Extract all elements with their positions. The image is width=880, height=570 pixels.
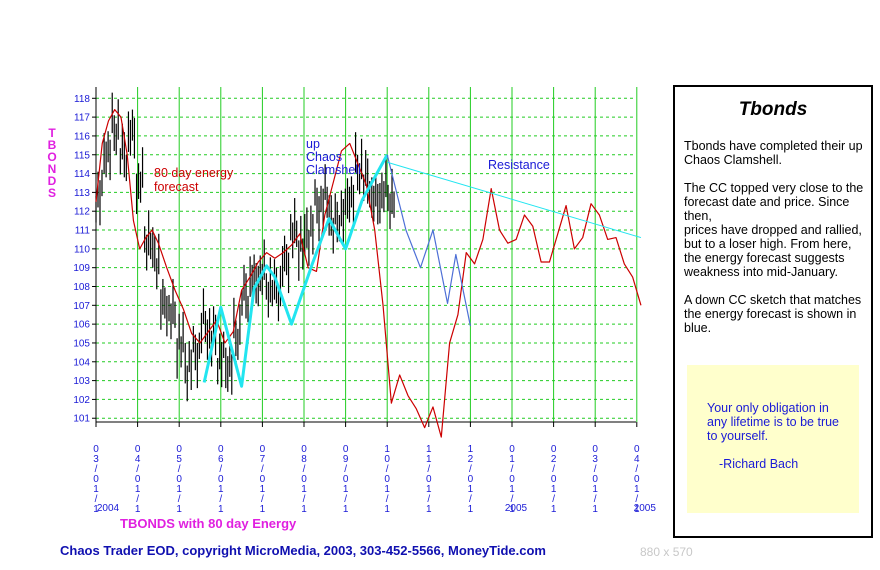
- y-tick-label: 115: [74, 150, 90, 161]
- year-label: 2005: [634, 503, 657, 514]
- x-tick-label: 0 7/0 1/1: [260, 444, 266, 515]
- y-tick-label: 116: [74, 131, 90, 142]
- energy-forecast-label: 80 day energy forecast: [154, 166, 234, 194]
- x-tick-label: 1 2/0 1/1: [468, 444, 474, 515]
- y-tick-label: 106: [73, 320, 90, 331]
- series-down-cc-sketch: [386, 154, 471, 327]
- y-tick-label: 105: [73, 338, 90, 349]
- x-tick-label: 0 9/0 1/1: [343, 444, 349, 515]
- series-resistance: [387, 161, 642, 239]
- y-tick-label: 103: [73, 376, 90, 387]
- y-tick-label: 110: [74, 244, 90, 255]
- footer-credit: Chaos Trader EOD, copyright MicroMedia, …: [60, 543, 546, 558]
- y-tick-label: 102: [73, 395, 90, 406]
- axes: 101 102 103 104 105 106 107 108 109 110 111 112 113 1…: [73, 87, 656, 515]
- image-dimensions: 880 x 570: [640, 545, 693, 559]
- series-80-day-energy: [95, 108, 642, 438]
- x-tick-label: 0 4/0 1/1: [135, 444, 141, 515]
- quote-author: -Richard Bach: [719, 457, 799, 471]
- panel-title: Tbonds: [738, 99, 808, 120]
- commentary-panel: Tbonds Tbonds have completed their up Ch…: [673, 85, 873, 538]
- x-tick-label: 1 0/0 1/1: [384, 444, 390, 515]
- y-tick-label: 118: [74, 94, 90, 105]
- x-tick-label: 0 6/0 1/1: [218, 444, 224, 515]
- y-tick-label: 114: [74, 169, 90, 180]
- chart-labels: T B O N D S TBONDS with 80 day Energy 80 day en…: [47, 126, 550, 531]
- x-tick-label: 0 2/0 1/1: [551, 444, 557, 515]
- y-tick-label: 107: [73, 301, 90, 312]
- x-tick-label: 0 3/0 1/1: [592, 444, 598, 515]
- y-tick-label: 101: [73, 414, 90, 425]
- series-up-chaos-clamshell: [202, 154, 389, 388]
- resistance-label: Resistance: [488, 158, 550, 172]
- y-tick-label: 108: [73, 282, 90, 293]
- y-tick-label: 111: [75, 226, 91, 237]
- x-tick-label: 0 3/0 1/1: [93, 444, 99, 515]
- quote-box: Your only obligation in any lifetime is …: [687, 365, 859, 513]
- x-tick-label: 0 1/0 1/1: [509, 444, 515, 515]
- quote-text: Your only obligation in any lifetime is …: [707, 401, 840, 443]
- y-tick-label: 104: [73, 357, 90, 368]
- chart-subtitle: TBONDS with 80 day Energy: [120, 516, 297, 531]
- x-tick-label: 1 1/0 1/1: [426, 444, 432, 515]
- clamshell-label: up Chaos Clamshell: [306, 137, 361, 177]
- y-tick-label: 113: [74, 188, 90, 199]
- y-tick-label: 117: [74, 113, 90, 124]
- x-tick-label: 0 8/0 1/1: [301, 444, 307, 515]
- y-tick-label: 109: [73, 263, 90, 274]
- year-label: 2004: [97, 503, 120, 514]
- price-bars: [95, 92, 395, 402]
- x-tick-label: 0 4/0 1/1: [634, 444, 640, 515]
- panel-body: Tbonds have completed their up Chaos Cla…: [684, 139, 864, 335]
- series-lines: [95, 108, 642, 438]
- y-tick-label: 112: [74, 207, 90, 218]
- x-tick-label: 0 5/0 1/1: [176, 444, 182, 515]
- year-label: 2005: [505, 503, 528, 514]
